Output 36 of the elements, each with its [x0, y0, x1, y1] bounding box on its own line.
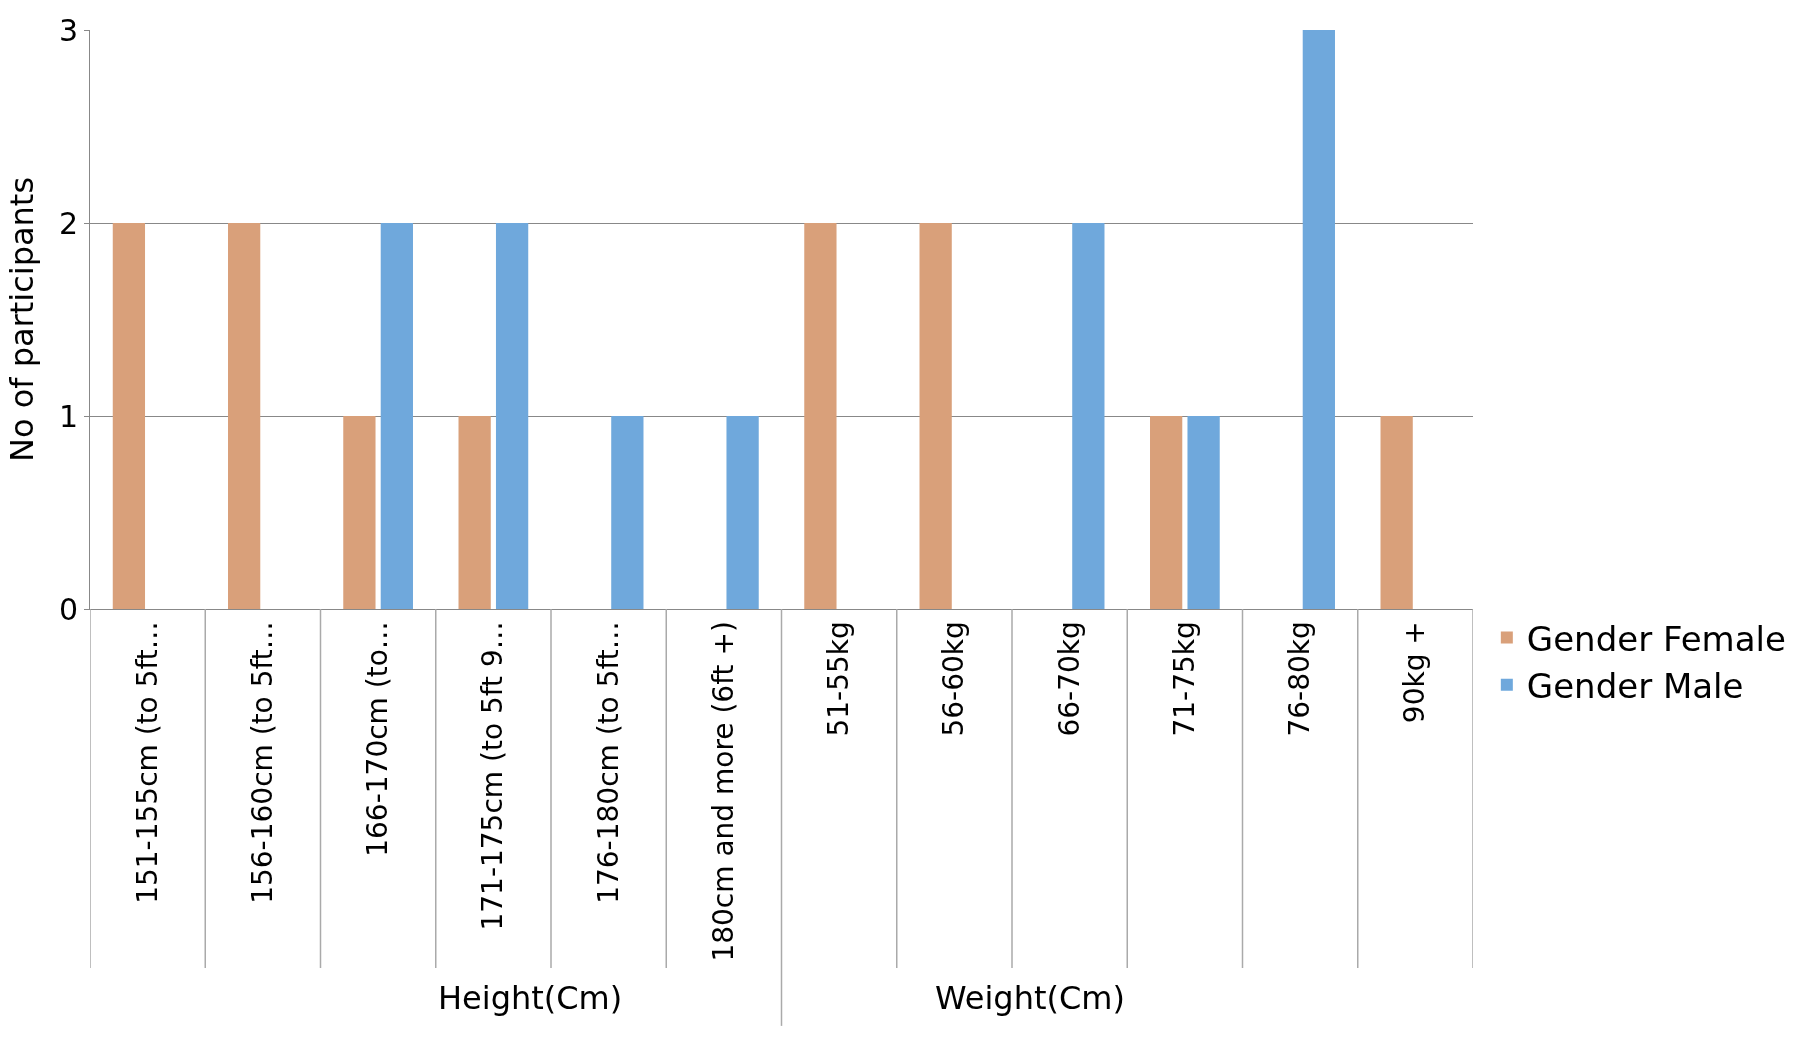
x-tick-label: 171-175cm (to 5ft 9…: [476, 621, 510, 931]
legend-label: Gender Male: [1526, 666, 1744, 707]
y-tick-label: 2: [58, 205, 78, 241]
x-tick-label: 176-180cm (to 5ft…: [591, 621, 625, 904]
bar: [112, 223, 146, 609]
y-tick-label: 1: [58, 398, 78, 434]
bar: [919, 223, 952, 609]
x-tick-label: 76-80kg: [1283, 621, 1317, 737]
bar: [611, 416, 644, 609]
bar: [228, 223, 261, 609]
text: Weight(Cm): [935, 979, 1125, 1017]
bar: [343, 416, 376, 609]
x-tick-label: 56-60kg: [937, 621, 971, 737]
x-tick-label: 166-170cm (to…: [361, 621, 395, 857]
x-tick-label: 151-155cm (to 5ft…: [130, 621, 164, 904]
legend-label: Gender Female: [1526, 618, 1786, 659]
bar: [1380, 416, 1413, 609]
bar: [380, 223, 413, 609]
x-tick-label: 90kg +: [1398, 621, 1432, 724]
x-tick-label: 71-75kg: [1167, 621, 1201, 737]
x-tick-label: 156-160cm (to 5ft…: [245, 621, 279, 904]
bar: [726, 416, 759, 609]
bar: [1072, 223, 1105, 609]
x-tick-label: 66-70kg: [1052, 621, 1086, 737]
bar: [1187, 416, 1220, 609]
bar: [1150, 416, 1183, 609]
text: Height(Cm): [438, 979, 623, 1017]
bar: [1302, 30, 1335, 609]
x-tick-label: 180cm and more (6ft +): [706, 621, 740, 962]
bar: [458, 416, 491, 609]
bar: [804, 223, 837, 609]
y-tick-label: 3: [58, 12, 78, 48]
y-axis-title: No of participants: [3, 176, 42, 463]
y-tick-label: 0: [58, 591, 78, 627]
x-tick-label: 51-55kg: [822, 621, 856, 737]
bar: [495, 223, 529, 609]
